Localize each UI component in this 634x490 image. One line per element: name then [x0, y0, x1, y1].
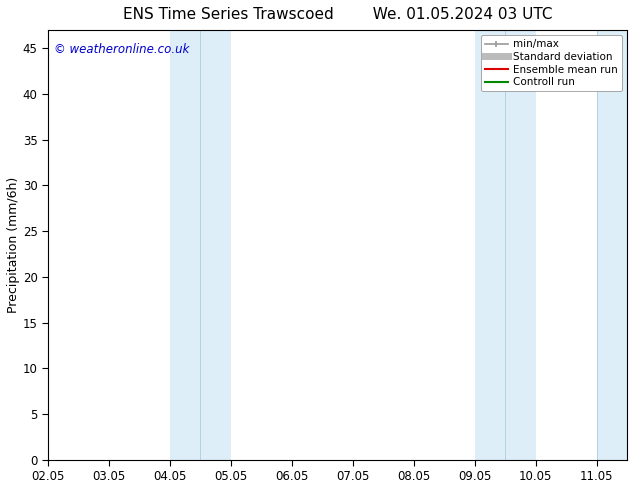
Legend: min/max, Standard deviation, Ensemble mean run, Controll run: min/max, Standard deviation, Ensemble me…: [481, 35, 622, 92]
Bar: [475, 30, 505, 460]
Bar: [200, 30, 231, 460]
Title: ENS Time Series Trawscoed        We. 01.05.2024 03 UTC: ENS Time Series Trawscoed We. 01.05.2024…: [123, 7, 552, 22]
Text: © weatheronline.co.uk: © weatheronline.co.uk: [54, 43, 189, 56]
Y-axis label: Precipitation (mm/6h): Precipitation (mm/6h): [7, 177, 20, 313]
Bar: [597, 30, 627, 460]
Bar: [170, 30, 200, 460]
Bar: [505, 30, 536, 460]
